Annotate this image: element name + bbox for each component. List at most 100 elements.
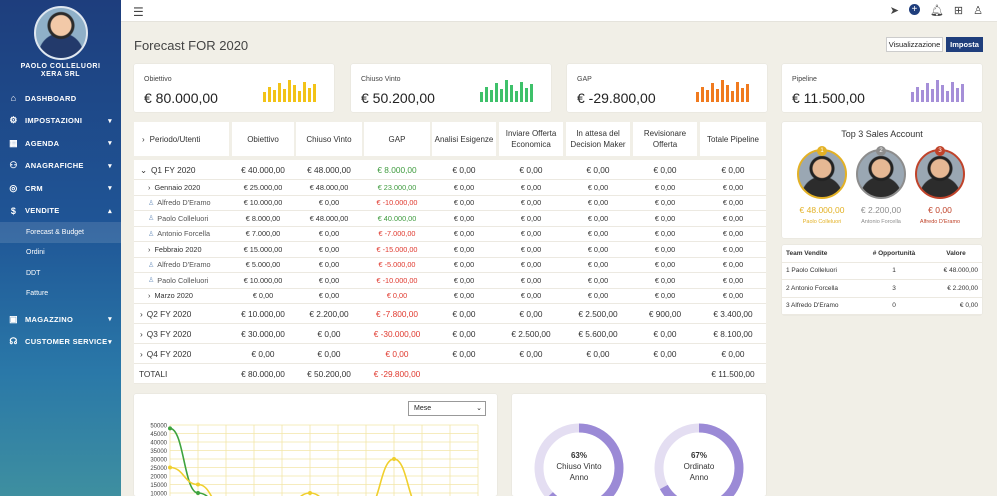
table-row[interactable]: › Q3 FY 2020 € 30.000,00 € 0,00 € -30.000,00… [134,324,766,344]
team-header: # Opportunità [872,249,916,257]
user-icon[interactable]: ♙ [973,5,983,17]
nav-crm[interactable]: ◎ CRM ▾ [0,177,121,200]
table-row[interactable]: ♙ Alfredo D'Eramo € 10.000,00 € 0,00 € -10.0… [134,196,766,211]
column-header[interactable]: Totale Pipeline [700,122,766,156]
column-header[interactable]: Revisionare Offerta [633,122,697,156]
team-cell: 0 [892,302,896,310]
table-row[interactable]: › Febbraio 2020 € 15.000,00 € 0,00 € -15.000… [134,242,766,258]
kpi-mini-bar [272,90,276,102]
column-header[interactable]: Analisi Esigenze [432,122,496,156]
data-point[interactable] [168,465,172,470]
rank-badge: 3 [935,146,945,156]
gift-icon[interactable]: ⊞ [953,5,964,17]
nav-customer-service[interactable]: ☊ CUSTOMER SERVICE ▾ [0,331,121,354]
chevron-right-icon[interactable]: › [140,348,143,359]
nav-agenda[interactable]: ▦ AGENDA ▾ [0,132,121,155]
nav-sub-item[interactable]: Ordini [26,249,45,257]
table-cell: € 0,00 [453,275,475,285]
bell-icon[interactable]: 🔔︎ [929,5,944,17]
add-icon[interactable]: + [908,4,920,15]
kpi-mini-bar [740,88,744,102]
imposta-button[interactable]: Imposta [946,37,983,52]
chevron-down-icon[interactable]: ⌄ [140,164,147,175]
nav-caret: ▾ [108,338,112,346]
row-label: Alfredo D'Eramo [157,198,211,208]
visualizzazione-button[interactable]: Visualizzazione [886,37,943,52]
chevron-right-icon[interactable]: › [148,291,151,301]
column-header-label: Analisi Esigenze [434,134,494,144]
target-icon: ◎ [9,182,18,193]
person-icon: ♙ [148,199,155,207]
sidebar-nav: ⌂ DASHBOARD ⚙ IMPOSTAZIONI ▾ ▦ AGENDA ▾ ⚇ ANAGRAF… [0,87,121,353]
sales-avatar[interactable]: 2 [856,146,906,199]
row-label-cell: › Q4 FY 2020 [140,344,229,363]
table-cell: € 0,00 [722,213,744,223]
column-header[interactable]: In attesa del Decision Maker [566,122,630,156]
row-label: TOTALI [139,368,168,379]
team-row[interactable]: 3 Alfredo D'Eramo 0 € 0,00 [782,298,982,315]
column-header-label: Periodo/Utenti [149,134,201,144]
kpi-mini-bar [509,85,513,102]
table-row[interactable]: ♙ Paolo Colleluori € 10.000,00 € 0,00 € -10.… [134,273,766,289]
chevron-right-icon[interactable]: › [148,182,151,192]
table-row[interactable]: ♙ Paolo Colleluori € 8.000,00 € 48.000,00 € … [134,211,766,227]
table-row[interactable]: ♙ Alfredo D'Eramo € 5.000,00 € 0,00 € -5.000… [134,258,766,273]
table-cell [499,364,563,383]
data-point[interactable] [196,491,200,495]
table-row[interactable]: › Gennaio 2020 € 25.000,00 € 48.000,00 € 23.… [134,180,766,196]
column-header[interactable]: GAP [364,122,430,156]
calendar-icon: ▦ [9,137,18,148]
team-row[interactable]: 1 Paolo Colleluori 1 € 48.000,00 [782,263,982,280]
nav-impostazioni[interactable]: ⚙ IMPOSTAZIONI ▾ [0,110,121,133]
table-cell: € 7.000,00 [245,229,281,239]
kpi-mini-bar [920,90,924,102]
team-row[interactable]: 2 Antonio Forcella 3 € 2.200,00 [782,280,982,298]
nav-vendite[interactable]: $ VENDITE ▴ [0,200,121,223]
nav-caret: ▾ [108,117,112,125]
table-row[interactable]: › Q2 FY 2020 € 10.000,00 € 2.200,00 € -7.800… [134,304,766,324]
table-row[interactable]: ♙ Antonio Forcella € 7.000,00 € 0,00 € -7.00… [134,227,766,242]
kpi-mini-bar [930,89,934,102]
nav-anagrafiche[interactable]: ⚇ ANAGRAFICHE ▾ [0,155,121,178]
sales-avatar[interactable]: 1 [797,146,847,199]
table-cell: € -10.000,00 [376,198,418,208]
table-row[interactable]: ⌄ Q1 FY 2020 € 40.000,00 € 48.000,00 € 8.000… [134,160,766,180]
column-header[interactable]: › Periodo/Utenti [134,122,229,156]
donut-value-arc[interactable] [534,423,624,496]
team-header-row: Team Vendite # Opportunità Valore [782,245,982,263]
donut-value-arc[interactable] [654,423,744,496]
period-select[interactable]: Mese ⌄ [408,401,486,416]
column-header[interactable]: Chiuso Vinto [296,122,362,156]
data-point[interactable] [196,482,200,487]
send-icon[interactable]: ➤ [889,5,899,17]
table-row[interactable]: › Q4 FY 2020 € 0,00 € 0,00 € 0,00 € 0,00 € 0,0… [134,344,766,364]
nav-magazzino[interactable]: ▣ MAGAZZINO ▾ [0,308,121,331]
table-cell: € 0,00 [587,260,609,270]
chevron-right-icon[interactable]: › [140,308,143,319]
column-header[interactable]: Inviare Offerta Economica [499,122,563,156]
kpi-mini-bar [915,87,919,102]
nav-sub-item[interactable]: Forecast & Budget [0,222,121,243]
table-row[interactable]: TOTALI € 80.000,00 € 50.200,00 € -29.800,00… [134,364,766,384]
chevron-right-icon[interactable]: › [148,244,151,254]
nav-sub-item[interactable]: DDT [26,269,41,277]
table-cell: € 0,00 [453,260,475,270]
kpi-card: Pipeline € 11.500,00 [782,64,982,112]
data-point[interactable] [308,491,312,495]
data-point[interactable] [168,426,172,431]
user-avatar[interactable] [34,6,88,60]
sales-avatar[interactable]: 3 [915,146,965,199]
nav-sub-item[interactable]: Fatture [26,290,49,298]
nav-dashboard[interactable]: ⌂ DASHBOARD [0,87,121,110]
kpi-mini-chart [695,80,749,102]
hamburger-menu-icon[interactable]: ☰ [133,5,144,19]
chevron-right-icon[interactable]: › [140,328,143,339]
table-cell: € 0,00 [453,198,475,208]
data-point[interactable] [392,457,396,461]
column-header[interactable]: Obiettivo [232,122,294,156]
table-row[interactable]: › Marzo 2020 € 0,00 € 0,00 € 0,00 € 0,00 € 0,0… [134,289,766,304]
donut-title: Chiuso Vinto [556,462,602,471]
row-label: Antonio Forcella [157,229,211,239]
table-cell: € 0,00 [318,275,340,285]
table-cell: € 23.000,00 [377,182,417,192]
